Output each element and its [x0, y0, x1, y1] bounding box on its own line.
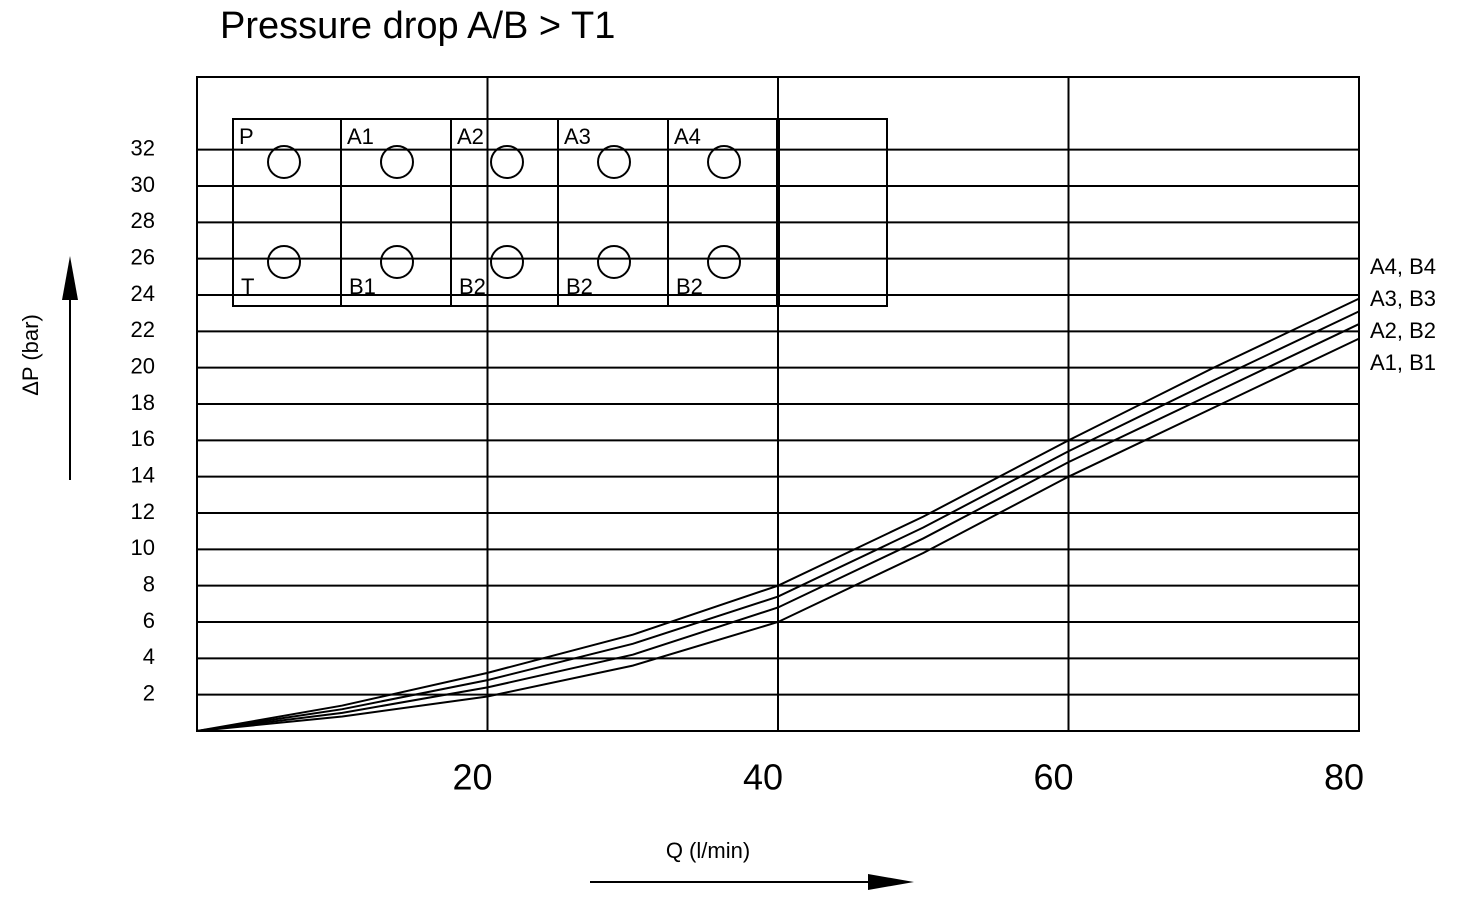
x-axis-label: Q (l/min) — [666, 838, 750, 863]
y-tick-label: 18 — [131, 390, 155, 415]
port-box — [232, 118, 888, 307]
port-circle — [267, 245, 301, 279]
y-tick-label: 28 — [131, 208, 155, 233]
port-label: A4 — [674, 124, 701, 149]
port-circle — [707, 245, 741, 279]
series-line — [196, 310, 1360, 732]
y-tick-label: 6 — [143, 608, 155, 633]
series-line — [196, 297, 1360, 732]
y-tick-label: 14 — [131, 462, 155, 487]
port-label: T — [241, 274, 254, 299]
series-line — [196, 337, 1360, 732]
x-arrow — [590, 874, 914, 890]
port-label: B1 — [349, 274, 376, 299]
port-circle — [380, 145, 414, 179]
legend-label: A2, B2 — [1370, 318, 1436, 343]
y-tick-label: 24 — [131, 281, 155, 306]
legend-label: A1, B1 — [1370, 350, 1436, 375]
y-tick-label: 26 — [131, 244, 155, 269]
y-tick-label: 12 — [131, 499, 155, 524]
y-tick-label: 8 — [143, 571, 155, 596]
port-label: A2 — [457, 124, 484, 149]
port-label: A1 — [347, 124, 374, 149]
y-tick-label: 10 — [131, 535, 155, 560]
port-circle — [597, 145, 631, 179]
y-tick-label: 2 — [143, 680, 155, 705]
y-tick-label: 16 — [131, 426, 155, 451]
legend-label: A4, B4 — [1370, 254, 1436, 279]
y-tick-label: 4 — [143, 644, 155, 669]
y-tick-label: 30 — [131, 172, 155, 197]
port-label: B2 — [459, 274, 486, 299]
port-circle — [597, 245, 631, 279]
port-label: A3 — [564, 124, 591, 149]
legend-label: A3, B3 — [1370, 286, 1436, 311]
port-label: B2 — [676, 274, 703, 299]
y-arrow — [62, 256, 78, 480]
x-tick-label: 40 — [743, 757, 783, 798]
port-label: P — [239, 124, 254, 149]
chart-title: Pressure drop A/B > T1 — [220, 5, 615, 47]
series-line — [196, 323, 1360, 732]
port-circle — [380, 245, 414, 279]
port-circle — [707, 145, 741, 179]
port-circle — [490, 245, 524, 279]
y-tick-label: 22 — [131, 317, 155, 342]
port-circle — [490, 145, 524, 179]
x-tick-label: 60 — [1033, 757, 1073, 798]
y-tick-label: 32 — [131, 135, 155, 160]
y-tick-label: 20 — [131, 353, 155, 378]
x-tick-label: 20 — [452, 757, 492, 798]
x-tick-label: 80 — [1324, 757, 1364, 798]
port-label: B2 — [566, 274, 593, 299]
port-circle — [267, 145, 301, 179]
y-axis-label: ΔP (bar) — [18, 314, 43, 396]
